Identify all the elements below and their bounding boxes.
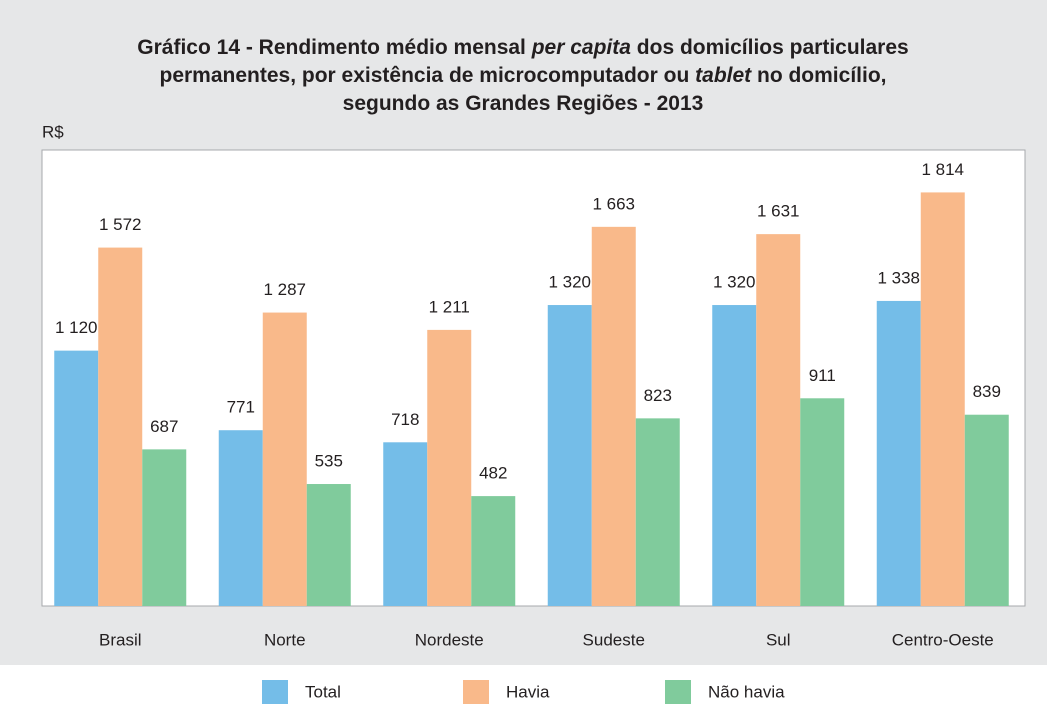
value-label: 535 xyxy=(315,452,343,471)
bar xyxy=(756,234,801,606)
bar xyxy=(383,442,428,606)
legend-label: Total xyxy=(305,682,341,701)
value-label: 718 xyxy=(391,410,419,429)
title-part: permanentes, por existência de microcomp… xyxy=(160,64,696,87)
value-label: 1 572 xyxy=(99,215,142,234)
value-label: 1 211 xyxy=(429,297,470,316)
bar xyxy=(306,484,351,606)
value-label: 1 631 xyxy=(757,202,800,221)
bar xyxy=(262,312,307,606)
value-label: 839 xyxy=(973,382,1001,401)
legend-swatch xyxy=(665,680,691,704)
plot-area xyxy=(41,149,1026,607)
legend-label: Não havia xyxy=(708,682,785,701)
value-label: 771 xyxy=(227,398,255,417)
legend-swatch xyxy=(262,680,288,704)
x-tick-label: Nordeste xyxy=(415,630,484,649)
y-axis-label: R$ xyxy=(42,122,64,141)
bar xyxy=(800,398,845,606)
bar xyxy=(635,418,680,606)
value-label: 1 320 xyxy=(713,273,756,292)
x-tick-label: Norte xyxy=(264,630,306,649)
title-part: segundo as Grandes Regiões - 2013 xyxy=(343,92,704,115)
chart-title: segundo as Grandes Regiões - 2013 xyxy=(343,92,704,115)
x-tick-label: Centro-Oeste xyxy=(892,630,994,649)
bar xyxy=(218,430,263,606)
bar xyxy=(427,329,472,606)
bar xyxy=(591,226,636,606)
legend-swatch xyxy=(463,680,489,704)
title-part: tablet xyxy=(695,64,752,87)
x-tick-label: Sul xyxy=(766,630,791,649)
value-label: 482 xyxy=(479,464,507,483)
value-label: 1 338 xyxy=(877,268,920,287)
bar xyxy=(920,192,965,606)
value-label: 823 xyxy=(644,386,672,405)
value-label: 1 120 xyxy=(55,318,98,337)
bar xyxy=(471,496,516,606)
x-tick-label: Brasil xyxy=(99,630,142,649)
title-part: dos domicílios particulares xyxy=(631,36,909,59)
legend-background xyxy=(0,665,1047,706)
value-label: 687 xyxy=(150,417,178,436)
bar xyxy=(964,414,1009,606)
bar xyxy=(142,449,187,606)
value-label: 1 320 xyxy=(548,273,591,292)
bar xyxy=(876,300,921,606)
x-tick-label: Sudeste xyxy=(583,630,645,649)
value-label: 1 814 xyxy=(921,160,964,179)
chart-title: Gráfico 14 - Rendimento médio mensal per… xyxy=(137,36,908,59)
title-part: per capita xyxy=(531,36,632,59)
bar xyxy=(547,305,592,606)
bar xyxy=(98,247,143,607)
title-part: Gráfico 14 - Rendimento médio mensal xyxy=(137,36,531,59)
bar xyxy=(54,350,99,606)
title-part: no domicílio, xyxy=(751,64,886,87)
value-label: 911 xyxy=(809,366,836,385)
bar xyxy=(712,305,757,606)
legend-label: Havia xyxy=(506,682,550,701)
chart-title: permanentes, por existência de microcomp… xyxy=(160,64,887,87)
value-label: 1 663 xyxy=(592,194,635,213)
value-label: 1 287 xyxy=(263,280,306,299)
